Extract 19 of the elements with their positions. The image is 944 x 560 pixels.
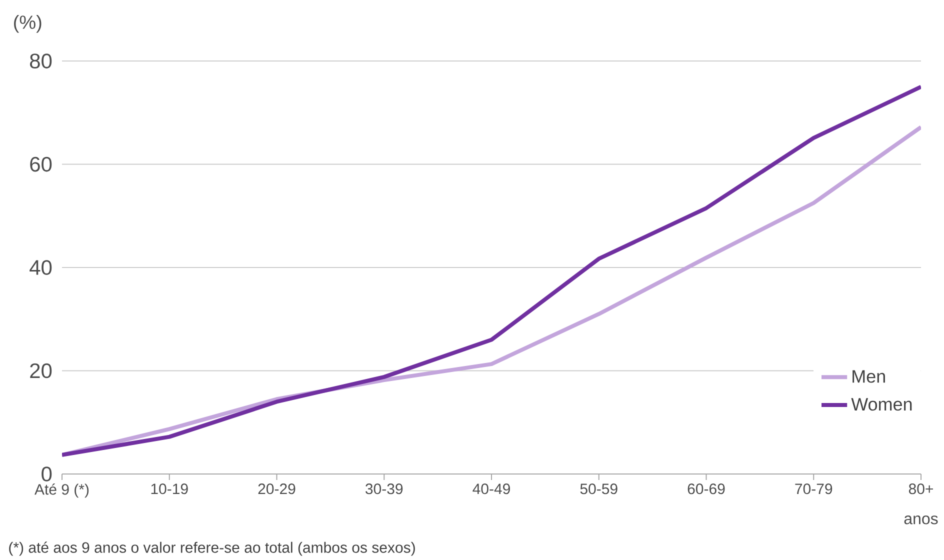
x-tick-label: 50-59 xyxy=(580,484,618,494)
y-tick-label: 20 xyxy=(30,363,52,378)
text: (*) até aos 9 anos o valor refere-se ao total (ambos os sexos) xyxy=(9,542,415,556)
x-tick-label: 10-19 xyxy=(151,484,188,494)
x-tick-label: 80+ xyxy=(908,484,933,494)
x-tick-label: Até 9 (*) xyxy=(34,484,89,498)
legend-label: Men xyxy=(852,370,885,383)
y-tick-label: 80 xyxy=(30,54,52,68)
y-axis-title: (%) xyxy=(14,14,42,33)
x-tick-label: 40-49 xyxy=(472,484,510,494)
y-tick-label: 60 xyxy=(30,156,52,172)
x-tick-label: 20-29 xyxy=(258,484,296,494)
y-tick-label: 40 xyxy=(30,260,52,275)
x-tick-label: 60-69 xyxy=(688,484,725,494)
x-axis-title: anos xyxy=(904,516,938,524)
y-tick-label: 0 xyxy=(42,466,52,482)
x-tick-label: 30-39 xyxy=(366,484,403,494)
legend-label: Women xyxy=(851,398,912,411)
x-tick-label: 70-79 xyxy=(795,484,832,494)
